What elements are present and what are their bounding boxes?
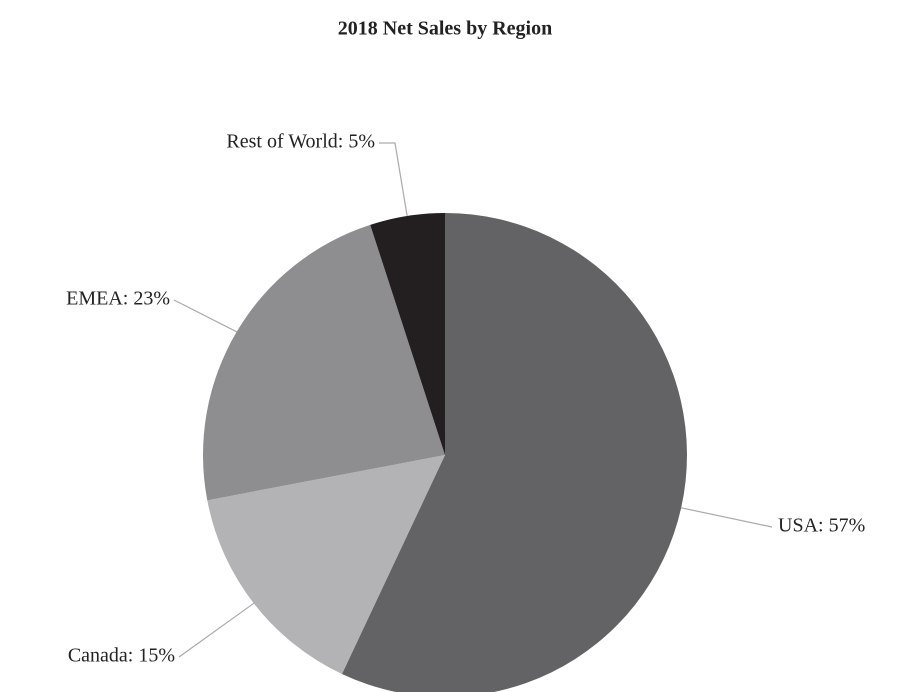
pie-slice <box>207 455 445 674</box>
leader-line <box>173 299 237 333</box>
chart-title: 2018 Net Sales by Region <box>338 18 552 40</box>
slice-label: Canada: 15% <box>68 645 175 667</box>
pie-slice <box>370 213 445 455</box>
leader-line <box>178 602 255 658</box>
slice-label: EMEA: 23% <box>66 288 170 310</box>
slice-label: Rest of World: 5% <box>226 131 375 153</box>
pie-slice <box>341 213 687 692</box>
leader-line <box>681 507 773 528</box>
leader-line <box>379 142 408 217</box>
pie-slice <box>202 224 445 501</box>
slice-label: USA: 57% <box>778 515 865 537</box>
